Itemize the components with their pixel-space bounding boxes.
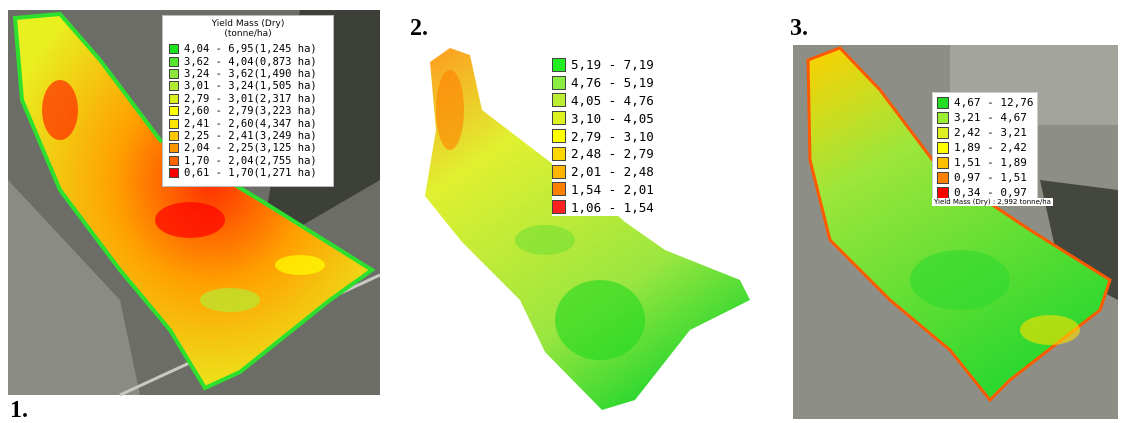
yield-patch <box>910 250 1010 310</box>
legend-swatch <box>937 112 949 124</box>
legend-label: 1,51 - 1,89 <box>954 156 1027 169</box>
legend-swatch <box>169 168 179 178</box>
yield-patch <box>555 280 645 360</box>
legend-row: 1,89 - 2,42 <box>937 140 1033 155</box>
legend-row: 4,67 - 12,76 <box>937 95 1033 110</box>
legend-swatch <box>937 172 949 184</box>
legend-label: 2,41 - 2,60(4,347 ha) <box>184 118 317 130</box>
legend-swatch <box>937 97 949 109</box>
legend-swatch <box>937 127 949 139</box>
legend: Yield Mass (Dry) (tonne/ha) 4,04 - 6,95(… <box>162 15 334 187</box>
legend-row: 4,76 - 5,19 <box>552 74 654 92</box>
legend-row: 4,05 - 4,76 <box>552 92 654 110</box>
legend-swatch <box>552 93 566 107</box>
legend-label: 1,54 - 2,01 <box>571 182 654 197</box>
legend-label: 3,24 - 3,62(1,490 ha) <box>184 68 317 80</box>
legend-label: 3,21 - 4,67 <box>954 111 1027 124</box>
yield-patch <box>200 288 260 312</box>
legend-swatch <box>552 58 566 72</box>
page: {"panels": [ {"label": "1.", "legend": {… <box>0 0 1125 419</box>
legend-label: 4,05 - 4,76 <box>571 93 654 108</box>
legend-row: 3,01 - 3,24(1,505 ha) <box>163 80 333 92</box>
legend-row: 2,01 - 2,48 <box>552 163 654 181</box>
legend-label: 3,62 - 4,04(0,873 ha) <box>184 56 317 68</box>
legend-label: 2,04 - 2,25(3,125 ha) <box>184 142 317 154</box>
yield-patch <box>515 225 575 255</box>
legend-row: 2,42 - 3,21 <box>937 125 1033 140</box>
legend-swatch <box>937 187 949 199</box>
legend-swatch <box>552 76 566 90</box>
legend-unit: (tonne/ha) <box>163 29 333 39</box>
legend-row: 0,61 - 1,70(1,271 ha) <box>163 167 333 179</box>
legend-row: 2,79 - 3,01(2,317 ha) <box>163 93 333 105</box>
legend-label: 4,67 - 12,76 <box>954 96 1033 109</box>
legend-label: 2,01 - 2,48 <box>571 164 654 179</box>
legend-swatch <box>169 94 179 104</box>
legend-header: Yield Mass (Dry) (tonne/ha) <box>163 19 333 39</box>
panel-label: 1. <box>10 398 28 422</box>
legend-label: 2,60 - 2,79(3,223 ha) <box>184 105 317 117</box>
legend-row: 3,10 - 4,05 <box>552 109 654 127</box>
legend-label: 3,01 - 3,24(1,505 ha) <box>184 80 317 92</box>
legend: 5,19 - 7,19 4,76 - 5,19 4,05 - 4,76 3,10 - … <box>552 56 654 216</box>
legend-label: 2,42 - 3,21 <box>954 126 1027 139</box>
legend-swatch <box>169 44 179 54</box>
legend-swatch <box>169 106 179 116</box>
legend-label: 2,79 - 3,01(2,317 ha) <box>184 93 317 105</box>
legend-swatch <box>552 129 566 143</box>
panel-label: 2. <box>410 16 428 40</box>
legend-row: 3,24 - 3,62(1,490 ha) <box>163 68 333 80</box>
legend-label: 2,25 - 2,41(3,249 ha) <box>184 130 317 142</box>
legend-swatch <box>169 81 179 91</box>
legend-row: 2,48 - 2,79 <box>552 145 654 163</box>
legend-label: 2,79 - 3,10 <box>571 129 654 144</box>
legend-label: 2,48 - 2,79 <box>571 146 654 161</box>
legend-swatch <box>169 69 179 79</box>
legend-label: 5,19 - 7,19 <box>571 57 654 72</box>
yield-patch <box>42 80 78 140</box>
legend-swatch <box>552 165 566 179</box>
legend-row: 5,19 - 7,19 <box>552 56 654 74</box>
legend-label: 1,70 - 2,04(2,755 ha) <box>184 155 317 167</box>
yield-patch <box>155 202 225 238</box>
legend-row: 2,25 - 2,41(3,249 ha) <box>163 130 333 142</box>
legend-swatch <box>169 131 179 141</box>
legend-label: 0,61 - 1,70(1,271 ha) <box>184 167 317 179</box>
legend-swatch <box>552 182 566 196</box>
yield-patch <box>436 70 464 150</box>
legend-caption: Yield Mass (Dry) : 2,992 tonne/ha <box>932 198 1053 206</box>
legend-swatch <box>169 119 179 129</box>
legend-swatch <box>169 156 179 166</box>
legend-row: 3,21 - 4,67 <box>937 110 1033 125</box>
legend-label: 1,06 - 1,54 <box>571 200 654 215</box>
legend: 4,67 - 12,76 3,21 - 4,67 2,42 - 3,21 1,89 -… <box>932 92 1038 203</box>
legend-label: 4,04 - 6,95(1,245 ha) <box>184 43 317 55</box>
legend-row: 2,60 - 2,79(3,223 ha) <box>163 105 333 117</box>
legend-swatch <box>937 157 949 169</box>
legend-row: 3,62 - 4,04(0,873 ha) <box>163 55 333 67</box>
legend-swatch <box>937 142 949 154</box>
legend-label: 3,10 - 4,05 <box>571 111 654 126</box>
legend-row: 2,04 - 2,25(3,125 ha) <box>163 142 333 154</box>
legend-swatch <box>552 200 566 214</box>
yield-patch <box>1020 315 1080 345</box>
legend-row: 1,54 - 2,01 <box>552 181 654 199</box>
legend-swatch <box>169 57 179 67</box>
legend-row: 2,41 - 2,60(4,347 ha) <box>163 117 333 129</box>
legend-label: 4,76 - 5,19 <box>571 75 654 90</box>
legend-row: 1,70 - 2,04(2,755 ha) <box>163 155 333 167</box>
legend-row: 4,04 - 6,95(1,245 ha) <box>163 43 333 55</box>
legend-row: 0,97 - 1,51 <box>937 170 1033 185</box>
legend-title: Yield Mass (Dry) <box>163 19 333 29</box>
legend-row: 2,79 - 3,10 <box>552 127 654 145</box>
legend-label: 1,89 - 2,42 <box>954 141 1027 154</box>
legend-row: 1,06 - 1,54 <box>552 198 654 216</box>
legend-swatch <box>169 143 179 153</box>
legend-row: 1,51 - 1,89 <box>937 155 1033 170</box>
legend-swatch <box>552 147 566 161</box>
legend-label: 0,97 - 1,51 <box>954 171 1027 184</box>
panel-label: 3. <box>790 16 808 40</box>
yield-patch <box>275 255 325 275</box>
legend-swatch <box>552 111 566 125</box>
